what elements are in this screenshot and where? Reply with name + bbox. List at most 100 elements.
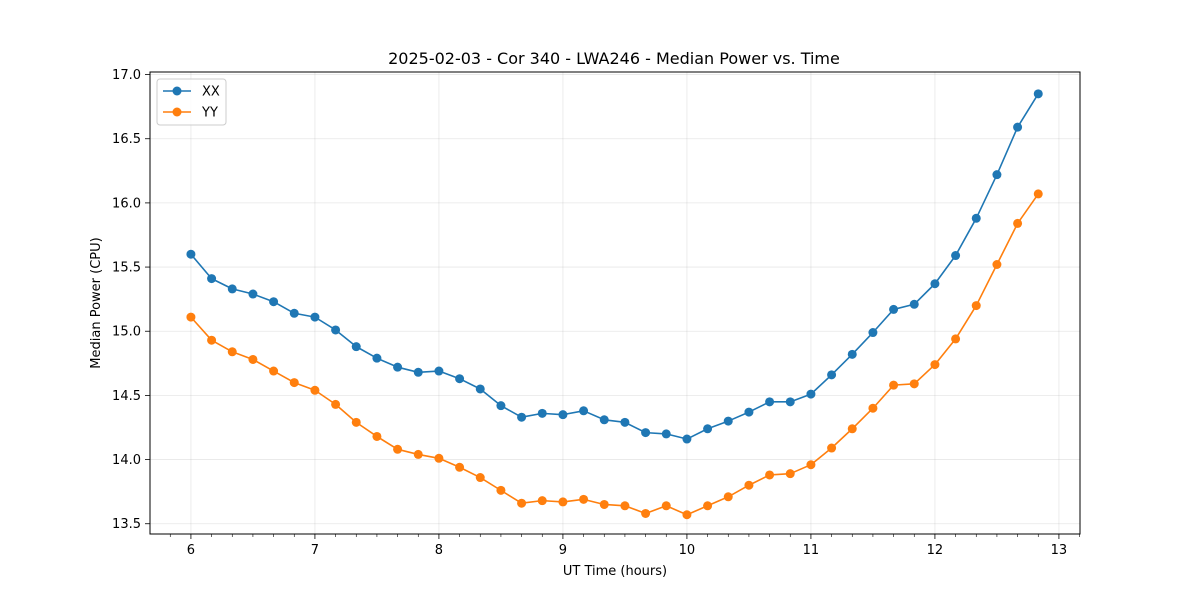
data-point-xx [723,416,733,426]
data-point-xx [785,397,795,407]
data-point-yy [661,501,671,511]
series-layer [186,89,1043,520]
data-point-xx [951,251,961,261]
data-point-yy [599,499,609,509]
data-point-yy [537,496,547,506]
data-point-xx [310,312,320,322]
data-point-xx [434,366,444,376]
data-point-yy [475,473,485,483]
y-tick-label: 16.5 [112,132,141,147]
data-point-xx [289,308,299,318]
data-point-yy [723,492,733,502]
data-point-xx [227,284,237,294]
data-point-yy [351,417,361,427]
legend: XX YY [156,78,227,126]
data-point-xx [827,370,837,380]
plot-frame [149,71,1081,535]
legend-label-yy: YY [201,106,218,121]
data-point-xx [806,389,816,399]
data-point-yy [641,508,651,518]
data-point-yy [413,449,423,459]
data-point-xx [248,289,258,299]
data-point-xx [537,408,547,418]
data-point-xx [331,325,341,335]
data-point-yy [289,378,299,388]
data-point-yy [992,260,1002,269]
data-point-xx [599,415,609,425]
x-axis-label: UT Time (hours) [563,564,667,579]
data-point-yy [186,312,196,322]
data-point-xx [413,367,423,377]
data-point-xx [661,429,671,439]
data-point-xx [930,279,940,289]
data-point-yy [765,470,775,480]
y-tick-label: 17.0 [112,68,141,83]
data-point-yy [868,403,878,413]
data-point-yy [827,443,837,453]
data-point-xx [847,349,857,359]
x-tick-label: 13 [1051,543,1068,558]
data-point-yy [930,360,940,370]
data-point-yy [558,497,568,507]
data-point-xx [889,304,899,314]
x-tick-label: 8 [435,543,443,558]
y-tick-label: 14.0 [112,453,141,468]
data-point-xx [517,412,527,422]
data-point-yy [579,494,589,504]
data-point-xx [703,424,713,434]
y-tick-label: 15.5 [112,261,141,276]
data-point-xx [372,353,382,363]
x-tick-label: 9 [559,543,567,558]
data-point-yy [227,347,237,357]
data-point-yy [703,501,713,511]
y-axis-label: Median Power (CPU) [89,237,104,368]
chart-title: 2025-02-03 - Cor 340 - LWA246 - Median P… [388,49,840,68]
data-point-xx [496,401,506,411]
axis-ticks: 6 7 8 9 10 11 12 13 13.5 14.0 14.5 15.0 15.5 16.0 16.5… [112,68,1080,558]
data-point-xx [1013,122,1023,132]
data-point-yy [951,334,961,344]
data-point-yy [496,485,506,495]
data-point-xx [207,274,217,284]
y-tick-label: 14.5 [112,389,141,404]
x-tick-label: 11 [803,543,820,558]
grid-lines [150,72,1080,534]
data-point-yy [517,498,527,508]
data-point-xx [765,397,775,407]
y-tick-label: 13.5 [112,517,141,532]
data-point-yy [310,385,320,395]
data-point-xx [558,410,568,420]
y-tick-label: 16.0 [112,196,141,211]
data-point-yy [248,354,258,364]
data-point-yy [1013,218,1023,228]
x-tick-label: 10 [679,543,696,558]
data-point-yy [682,510,692,520]
legend-marker-yy [172,107,182,117]
legend-marker-xx [172,86,182,96]
data-point-xx [909,299,919,309]
data-point-yy [620,501,630,511]
x-tick-label: 6 [187,543,195,558]
data-point-xx [579,406,589,416]
data-point-yy [971,301,981,311]
data-point-xx [455,374,465,384]
data-point-xx [475,384,485,394]
data-point-xx [1033,89,1043,99]
data-point-yy [269,366,279,376]
data-point-xx [351,342,361,352]
data-point-yy [847,424,857,434]
x-tick-label: 7 [311,543,319,558]
data-point-xx [992,170,1002,180]
data-point-xx [744,407,754,417]
data-point-xx [269,297,279,307]
data-point-yy [331,399,341,409]
y-tick-label: 15.0 [112,325,141,340]
data-point-yy [393,444,403,454]
data-point-yy [785,469,795,479]
data-point-yy [909,379,919,389]
data-point-xx [682,434,692,444]
data-point-yy [806,460,816,470]
data-point-xx [971,213,981,223]
data-point-yy [434,453,444,463]
